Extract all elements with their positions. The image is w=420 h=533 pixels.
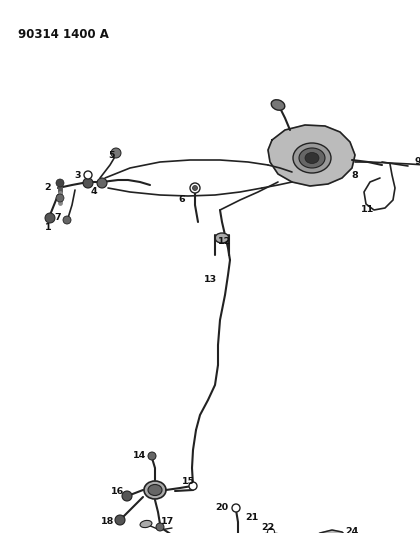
Text: 5: 5 (109, 150, 115, 159)
Text: 24: 24 (345, 528, 359, 533)
Circle shape (111, 148, 121, 158)
Circle shape (45, 213, 55, 223)
Text: 16: 16 (111, 488, 125, 497)
Circle shape (97, 178, 107, 188)
Ellipse shape (293, 143, 331, 173)
Circle shape (84, 171, 92, 179)
Text: 12: 12 (218, 238, 231, 246)
Circle shape (63, 216, 71, 224)
Circle shape (115, 515, 125, 525)
Text: 90314 1400 A: 90314 1400 A (18, 28, 109, 41)
Circle shape (56, 194, 64, 202)
Text: 11: 11 (361, 206, 375, 214)
Circle shape (189, 482, 197, 490)
Ellipse shape (299, 148, 325, 168)
Text: 15: 15 (181, 478, 194, 487)
Polygon shape (306, 530, 352, 533)
Circle shape (190, 183, 200, 193)
Text: 3: 3 (75, 171, 81, 180)
Ellipse shape (215, 233, 229, 243)
Circle shape (83, 178, 93, 188)
Text: 13: 13 (203, 276, 217, 285)
Circle shape (156, 523, 164, 531)
Text: 8: 8 (352, 171, 358, 180)
Circle shape (268, 529, 275, 533)
Text: 4: 4 (91, 188, 97, 197)
Circle shape (232, 504, 240, 512)
Ellipse shape (144, 481, 166, 499)
Text: 17: 17 (161, 518, 175, 527)
Text: 6: 6 (178, 196, 185, 205)
Text: 2: 2 (45, 183, 51, 192)
Polygon shape (268, 125, 355, 186)
Ellipse shape (140, 520, 152, 528)
Circle shape (122, 491, 132, 501)
Text: 22: 22 (261, 523, 275, 532)
Text: 21: 21 (245, 513, 259, 522)
Text: 14: 14 (134, 450, 147, 459)
Ellipse shape (271, 100, 285, 110)
Ellipse shape (305, 152, 319, 164)
Text: 18: 18 (101, 518, 115, 527)
Circle shape (192, 185, 197, 190)
Text: 7: 7 (55, 214, 61, 222)
Ellipse shape (148, 484, 162, 496)
Circle shape (148, 452, 156, 460)
Circle shape (56, 179, 64, 187)
Text: 20: 20 (215, 504, 228, 513)
Text: 1: 1 (45, 223, 51, 232)
Text: 9: 9 (415, 157, 420, 166)
